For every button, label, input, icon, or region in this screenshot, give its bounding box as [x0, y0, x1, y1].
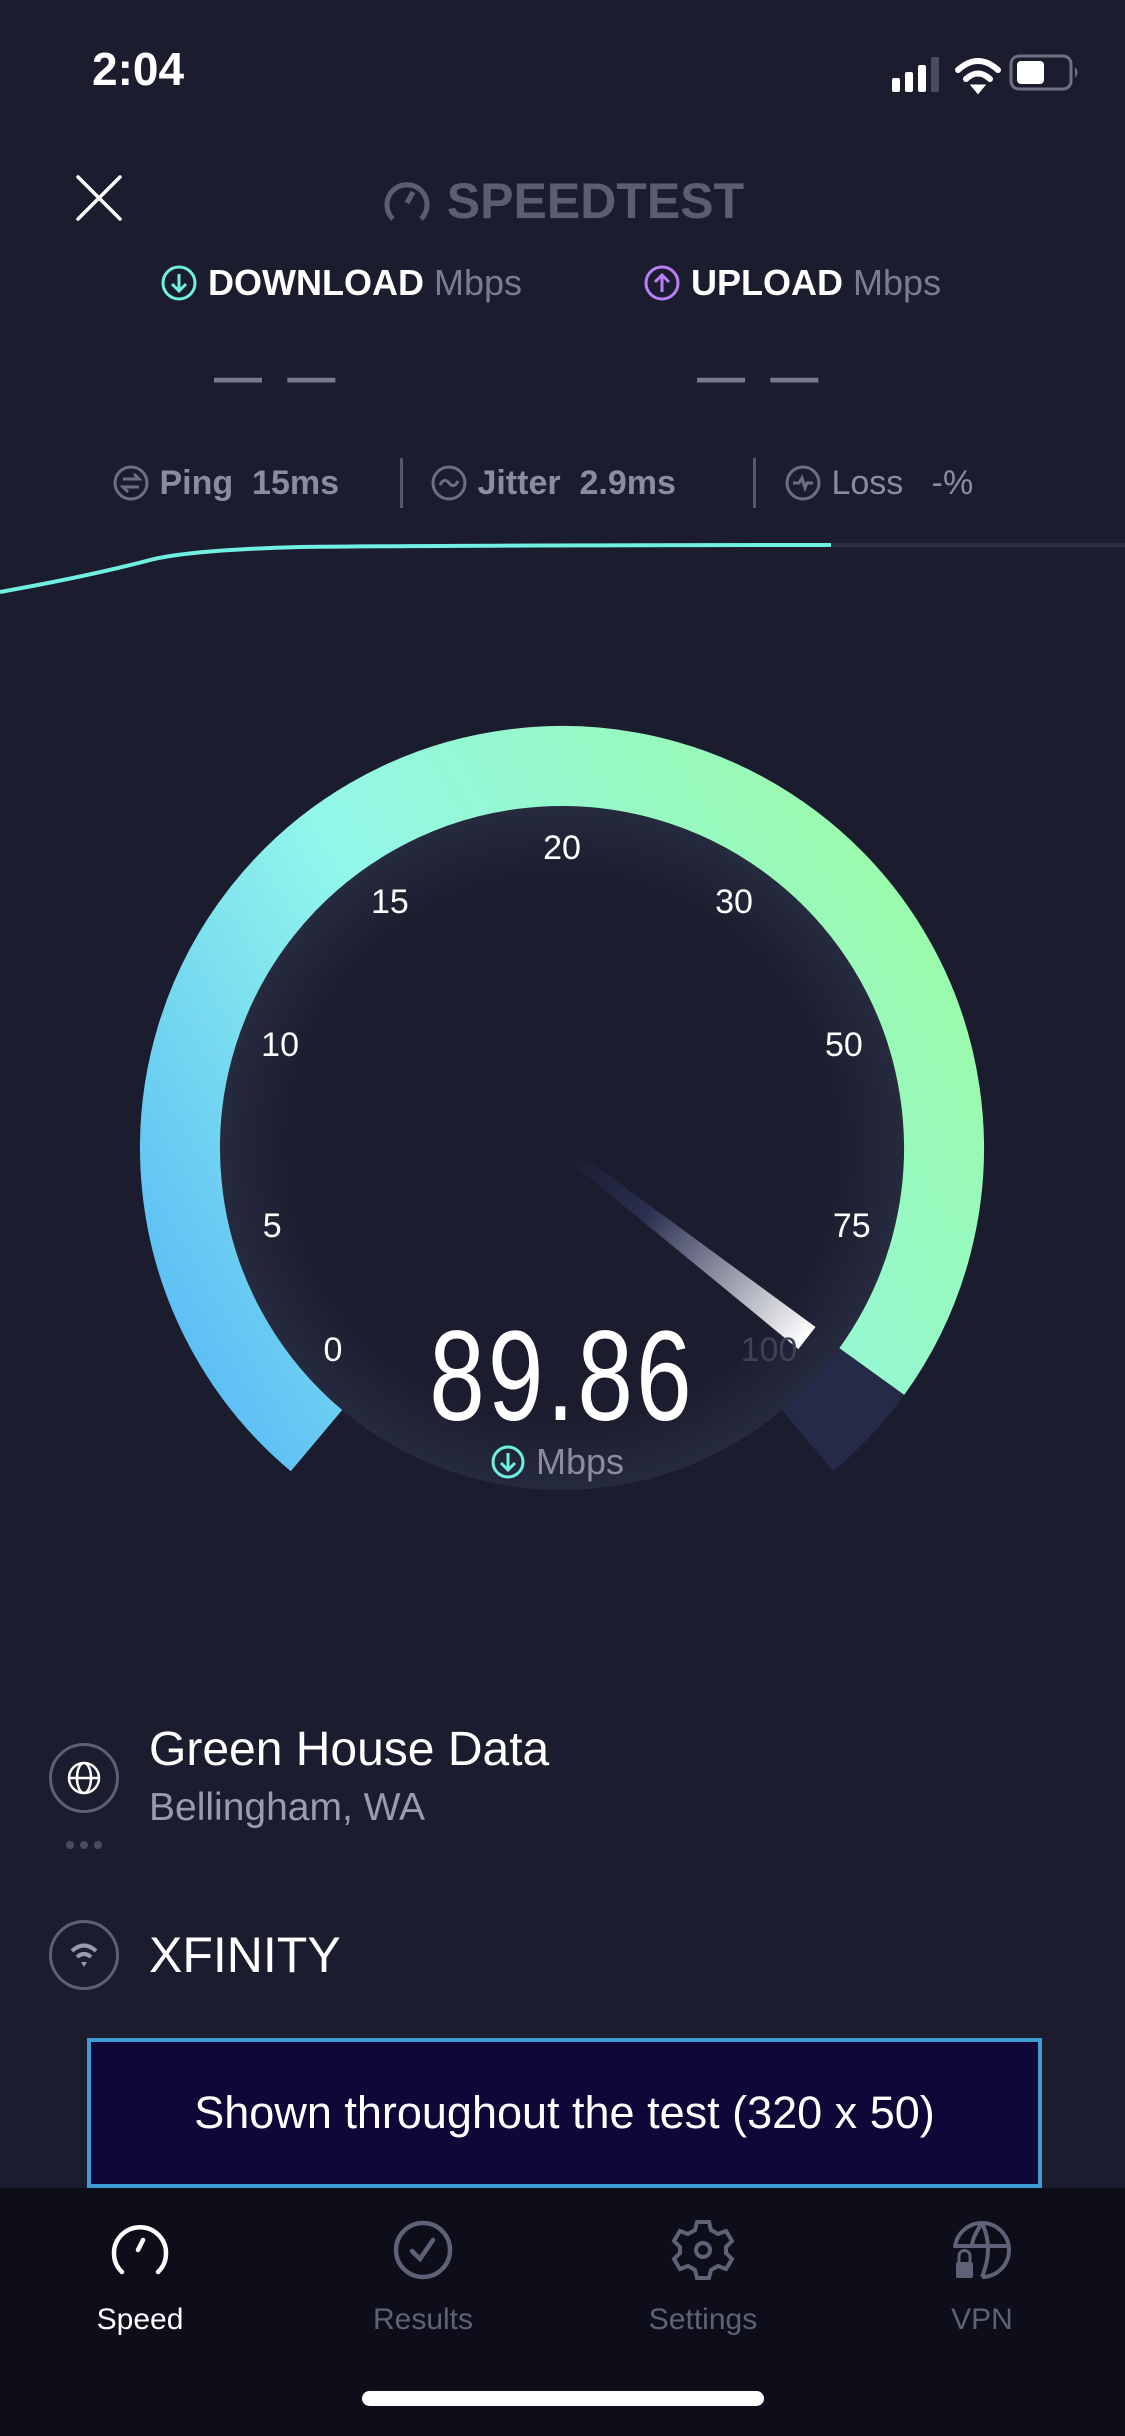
globe-icon — [67, 1761, 101, 1795]
wifi-icon — [70, 1943, 98, 1967]
gauge-tick-label: 75 — [832, 1206, 871, 1245]
gauge-tick-label: 15 — [371, 883, 409, 922]
divider — [753, 458, 756, 508]
server-name[interactable]: Green House Data — [149, 1723, 550, 1776]
gauge-tick-label: 10 — [261, 1026, 299, 1065]
ping-stat: Ping 15ms — [112, 464, 339, 503]
gear-icon — [671, 2220, 735, 2280]
divider — [400, 458, 403, 508]
ping-icon — [113, 465, 149, 501]
gauge-tick-label: 20 — [543, 829, 581, 867]
tab-speed[interactable]: Speed — [40, 2218, 240, 2337]
gauge-tick-label: 100 — [740, 1331, 798, 1369]
upload-icon — [644, 265, 680, 301]
gauge-needle — [574, 1155, 816, 1350]
jitter-icon — [431, 465, 467, 501]
gauge-tick-label: 5 — [262, 1206, 282, 1245]
download-graph-line — [0, 543, 832, 594]
loss-icon — [785, 465, 821, 501]
download-label: DOWNLOAD Mbps — [160, 262, 522, 304]
server-icon[interactable] — [49, 1743, 119, 1813]
tab-vpn[interactable]: VPN — [882, 2218, 1082, 2337]
gauge-tick-label: 30 — [715, 883, 753, 922]
speedometer-icon — [384, 182, 430, 221]
current-speed-value: 89.86 — [429, 1305, 695, 1448]
tab-settings[interactable]: Settings — [603, 2218, 803, 2337]
loss-stat: Loss -% — [784, 464, 973, 503]
jitter-stat: Jitter 2.9ms — [430, 464, 676, 503]
battery-icon — [1009, 54, 1078, 91]
gauge-tick-label: 0 — [323, 1331, 343, 1369]
status-time: 2:04 — [92, 43, 185, 95]
speedometer-icon — [111, 2224, 169, 2275]
gauge-progress-arc — [140, 726, 984, 1472]
home-indicator[interactable] — [362, 2391, 764, 2406]
ad-text: Shown throughout the test (320 x 50) — [194, 2087, 935, 2138]
download-icon — [491, 1445, 525, 1479]
more-dots-icon — [66, 1841, 102, 1849]
signal-icon — [892, 57, 939, 92]
gauge-remaining-arc — [781, 1347, 905, 1472]
isp-name: XFINITY — [149, 1927, 341, 1983]
download-icon — [161, 265, 197, 301]
current-speed-unit: Mbps — [490, 1442, 624, 1482]
isp-icon — [49, 1920, 119, 1990]
upload-value: — — — [697, 351, 825, 404]
speed-graph — [0, 543, 1125, 594]
wifi-icon — [955, 58, 1001, 95]
speed-gauge — [140, 726, 984, 1490]
gauge-tick-label: 50 — [824, 1026, 863, 1065]
check-circle-icon — [393, 2220, 453, 2280]
upload-label: UPLOAD Mbps — [643, 262, 941, 304]
status-icons — [892, 54, 1078, 95]
tab-results[interactable]: Results — [323, 2218, 523, 2337]
server-location: Bellingham, WA — [149, 1786, 425, 1829]
close-icon[interactable] — [76, 175, 122, 221]
speedtest-logo: SPEEDTEST — [0, 168, 1125, 230]
ad-banner[interactable]: Shown throughout the test (320 x 50) — [87, 2038, 1042, 2188]
globe-lock-icon — [953, 2220, 1011, 2279]
download-value: — — — [214, 351, 342, 404]
